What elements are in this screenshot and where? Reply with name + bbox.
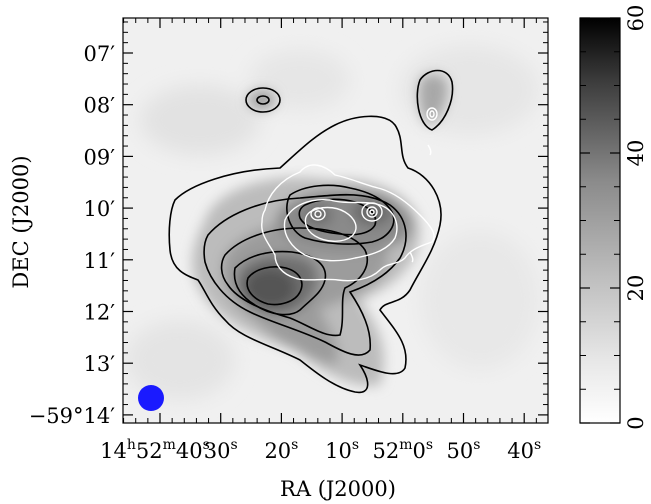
y-tick-label: 07′ — [84, 42, 116, 66]
x-tick-label: 10s — [325, 437, 359, 463]
white-contours — [261, 107, 438, 282]
x-tick-label: 50s — [447, 437, 481, 463]
y-tick-label: −59°14′ — [29, 404, 116, 428]
beam-marker — [138, 385, 164, 411]
greyscale-map — [123, 18, 548, 423]
y-tick-label: 10′ — [84, 197, 116, 221]
y-tick-label: 09′ — [84, 145, 116, 169]
x-tick-label: 40s — [507, 437, 541, 463]
colorbar-tick-label: 60 — [624, 5, 648, 32]
colorbar: 0 20 40 60 — [579, 5, 648, 430]
x-tick-label: 14h52m40s — [100, 437, 210, 463]
y-tick-label: 11′ — [84, 249, 116, 273]
y-tick-label: 13′ — [84, 352, 116, 376]
colorbar-tick-label: 0 — [624, 416, 648, 429]
y-axis-label: DEC (J2000) — [9, 155, 33, 288]
plot-frame — [122, 17, 549, 424]
y-axis: 07′ 08′ 09′ 10′ 11′ 12′ 13′ −59°14′ — [29, 21, 548, 428]
x-axis-label: RA (J2000) — [280, 477, 396, 501]
x-tick-label: 52m0s — [373, 437, 434, 463]
y-tick-label: 08′ — [84, 94, 116, 118]
colorbar-tick-label: 40 — [624, 140, 648, 167]
colorbar-ticks: 0 20 40 60 — [580, 5, 648, 430]
y-tick-label: 12′ — [84, 301, 116, 325]
x-tick-label: 30s — [204, 437, 238, 463]
colorbar-tick-label: 20 — [624, 275, 648, 302]
black-contours — [168, 69, 454, 394]
x-tick-label: 20s — [264, 437, 298, 463]
